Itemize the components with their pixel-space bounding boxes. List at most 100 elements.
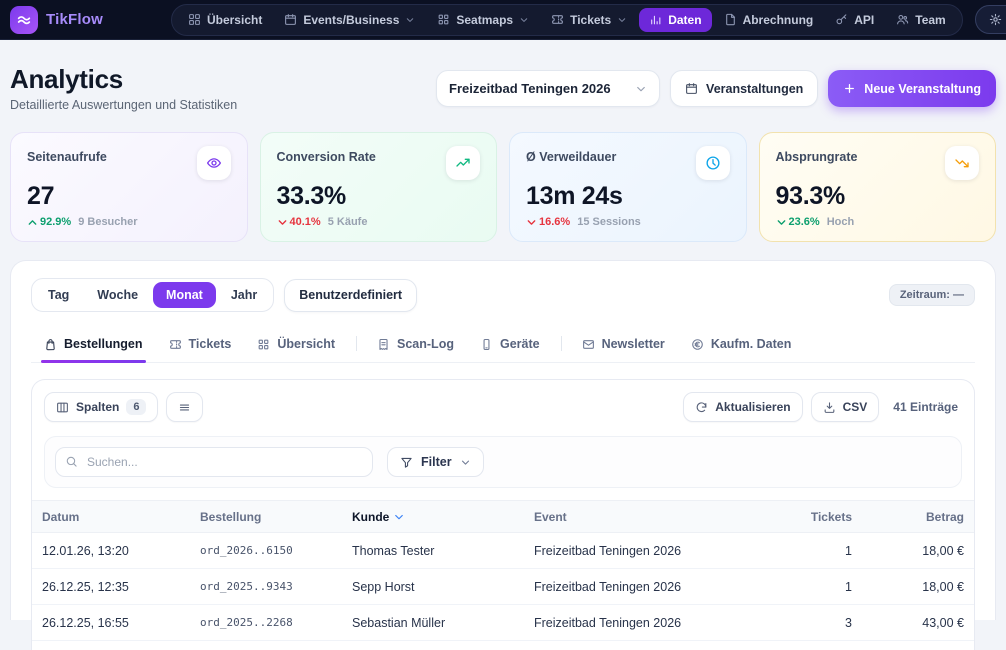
brand-name: TikFlow bbox=[46, 11, 103, 28]
gear-icon bbox=[989, 13, 1002, 26]
main-content: Analytics Detaillierte Auswertungen und … bbox=[0, 64, 1006, 650]
columns-icon bbox=[56, 401, 69, 414]
refresh-icon bbox=[695, 401, 708, 414]
period-segment[interactable]: Tag bbox=[35, 282, 82, 308]
column-header[interactable]: Kunde bbox=[352, 510, 534, 524]
document-icon bbox=[724, 13, 737, 26]
tab[interactable]: Übersicht bbox=[244, 327, 357, 362]
table-row[interactable]: 12.01.26, 13:20 ord_2026..6150 Thomas Te… bbox=[32, 533, 974, 569]
stat-note: 15 Sessions bbox=[577, 216, 641, 228]
main-nav: Übersicht Events/Business Seatmaps Ticke… bbox=[170, 3, 963, 36]
header-actions: Freizeitbad Teningen 2026 Veranstaltunge… bbox=[436, 70, 996, 107]
filter-button[interactable]: Filter bbox=[387, 447, 484, 477]
period-segment[interactable]: Woche bbox=[84, 282, 151, 308]
users-icon bbox=[896, 13, 909, 26]
nav-item[interactable]: Team bbox=[886, 8, 955, 32]
columns-count-badge: 6 bbox=[126, 399, 147, 415]
csv-export-button[interactable]: CSV bbox=[810, 392, 880, 422]
nav-item[interactable]: Tickets bbox=[541, 8, 637, 32]
column-header[interactable]: Tickets bbox=[810, 509, 852, 524]
period-segment[interactable]: Jahr bbox=[218, 282, 270, 308]
tab[interactable]: Newsletter bbox=[569, 327, 678, 362]
column-header[interactable]: Event bbox=[534, 509, 567, 524]
tab-label: Geräte bbox=[499, 337, 540, 351]
search-filter-row: Filter bbox=[44, 436, 962, 488]
mail-icon bbox=[582, 338, 595, 351]
stat-delta: 92.9% bbox=[27, 216, 71, 228]
entries-count: 41 Einträge bbox=[893, 400, 958, 414]
tab-label: Bestellungen bbox=[64, 337, 143, 351]
nav-item[interactable]: Events/Business bbox=[274, 8, 425, 32]
cell-kunde: Thomas Tester bbox=[352, 543, 435, 558]
nav-item[interactable]: Seatmaps bbox=[427, 8, 539, 32]
new-event-button-label: Neue Veranstaltung bbox=[864, 81, 981, 96]
chevron-down-icon bbox=[405, 15, 415, 25]
tab[interactable]: Kaufm. Daten bbox=[678, 327, 805, 362]
caret-down-icon bbox=[526, 217, 537, 228]
tab[interactable]: Scan-Log bbox=[364, 327, 467, 362]
top-navbar: TikFlow Übersicht Events/Business Seatma… bbox=[0, 0, 1006, 40]
density-button[interactable] bbox=[166, 392, 204, 422]
chevron-down-icon bbox=[519, 15, 529, 25]
profile-button[interactable]: Profil bbox=[974, 5, 1006, 34]
chevron-down-icon bbox=[635, 83, 647, 95]
nav-item-label: Abrechnung bbox=[742, 12, 814, 27]
nav-item[interactable]: API bbox=[825, 8, 884, 32]
menu-icon bbox=[178, 401, 191, 414]
key-icon bbox=[835, 13, 848, 26]
column-header[interactable]: Betrag bbox=[925, 509, 964, 524]
cell-tickets: 1 bbox=[845, 543, 852, 558]
calendar-icon bbox=[284, 13, 297, 26]
table-row[interactable]: 26.12.25, 12:35 ord_2025..9343 Sepp Hors… bbox=[32, 569, 974, 605]
brand[interactable]: TikFlow bbox=[10, 5, 103, 34]
nav-item[interactable]: Abrechnung bbox=[714, 8, 824, 32]
table-toolbar: Spalten 6 Aktualisieren CSV 41 Einträge bbox=[32, 380, 974, 434]
tab[interactable]: Tickets bbox=[156, 327, 245, 362]
nav-item-label: Übersicht bbox=[206, 12, 263, 27]
search-input[interactable] bbox=[55, 447, 373, 477]
page-subtitle: Detaillierte Auswertungen und Statistike… bbox=[10, 98, 238, 112]
cell-kunde: Sepp Horst bbox=[352, 579, 415, 594]
table-row[interactable]: 26.12.25, 16:55 ord_2025..2268 Sebastian… bbox=[32, 605, 974, 641]
stat-label: Absprungrate bbox=[775, 150, 858, 164]
period-segment[interactable]: Monat bbox=[153, 282, 216, 308]
cell-tickets: 3 bbox=[845, 615, 852, 630]
custom-range-button[interactable]: Benutzerdefiniert bbox=[284, 278, 418, 312]
tab[interactable]: Geräte bbox=[467, 327, 562, 362]
period-segmented-control: Tag Woche Monat Jahr bbox=[31, 278, 275, 312]
stat-icon-badge bbox=[446, 146, 480, 180]
eye-icon bbox=[206, 155, 222, 171]
event-select[interactable]: Freizeitbad Teningen 2026 bbox=[436, 70, 661, 107]
nav-item[interactable]: Daten bbox=[639, 7, 712, 32]
stat-card: Conversion Rate 33.3% 40.1% 5 Käufe bbox=[259, 132, 497, 242]
tab[interactable]: Bestellungen bbox=[31, 327, 156, 363]
stat-icon-badge bbox=[945, 146, 979, 180]
cell-event: Freizeitbad Teningen 2026 bbox=[534, 615, 682, 630]
cell-bestellung: ord_2025..2268 bbox=[200, 616, 293, 629]
cell-tickets: 1 bbox=[845, 579, 852, 594]
cell-datum: 26.12.25, 16:55 bbox=[42, 615, 129, 630]
cell-bestellung: ord_2026..6150 bbox=[200, 544, 293, 557]
ticket-icon bbox=[551, 13, 564, 26]
search-icon bbox=[65, 455, 78, 468]
new-event-button[interactable]: Neue Veranstaltung bbox=[828, 70, 996, 107]
stat-label: Conversion Rate bbox=[276, 150, 376, 164]
columns-button[interactable]: Spalten 6 bbox=[44, 392, 159, 422]
stat-card: Ø Verweildauer 13m 24s 16.6% 15 Sessions bbox=[509, 132, 747, 242]
nav-item-label: API bbox=[854, 12, 875, 27]
stat-value: 13m 24s bbox=[526, 182, 623, 210]
table-header-row: Datum Bestellung Kunde Event bbox=[32, 500, 974, 533]
stat-label: Seitenaufrufe bbox=[27, 150, 107, 164]
cell-betrag: 43,00 € bbox=[922, 615, 964, 630]
section-tabs: Bestellungen Tickets Übersicht Scan-Log bbox=[31, 327, 975, 363]
seatmap-icon bbox=[257, 338, 270, 351]
refresh-button[interactable]: Aktualisieren bbox=[683, 392, 803, 422]
page-header: Analytics Detaillierte Auswertungen und … bbox=[10, 64, 996, 112]
ticket-icon bbox=[169, 338, 182, 351]
nav-item[interactable]: Übersicht bbox=[178, 8, 272, 32]
stat-value: 33.3% bbox=[276, 182, 347, 210]
column-header[interactable]: Bestellung bbox=[200, 509, 262, 524]
euro-icon bbox=[691, 338, 704, 351]
events-button[interactable]: Veranstaltungen bbox=[670, 70, 819, 107]
column-header[interactable]: Datum bbox=[42, 509, 80, 524]
